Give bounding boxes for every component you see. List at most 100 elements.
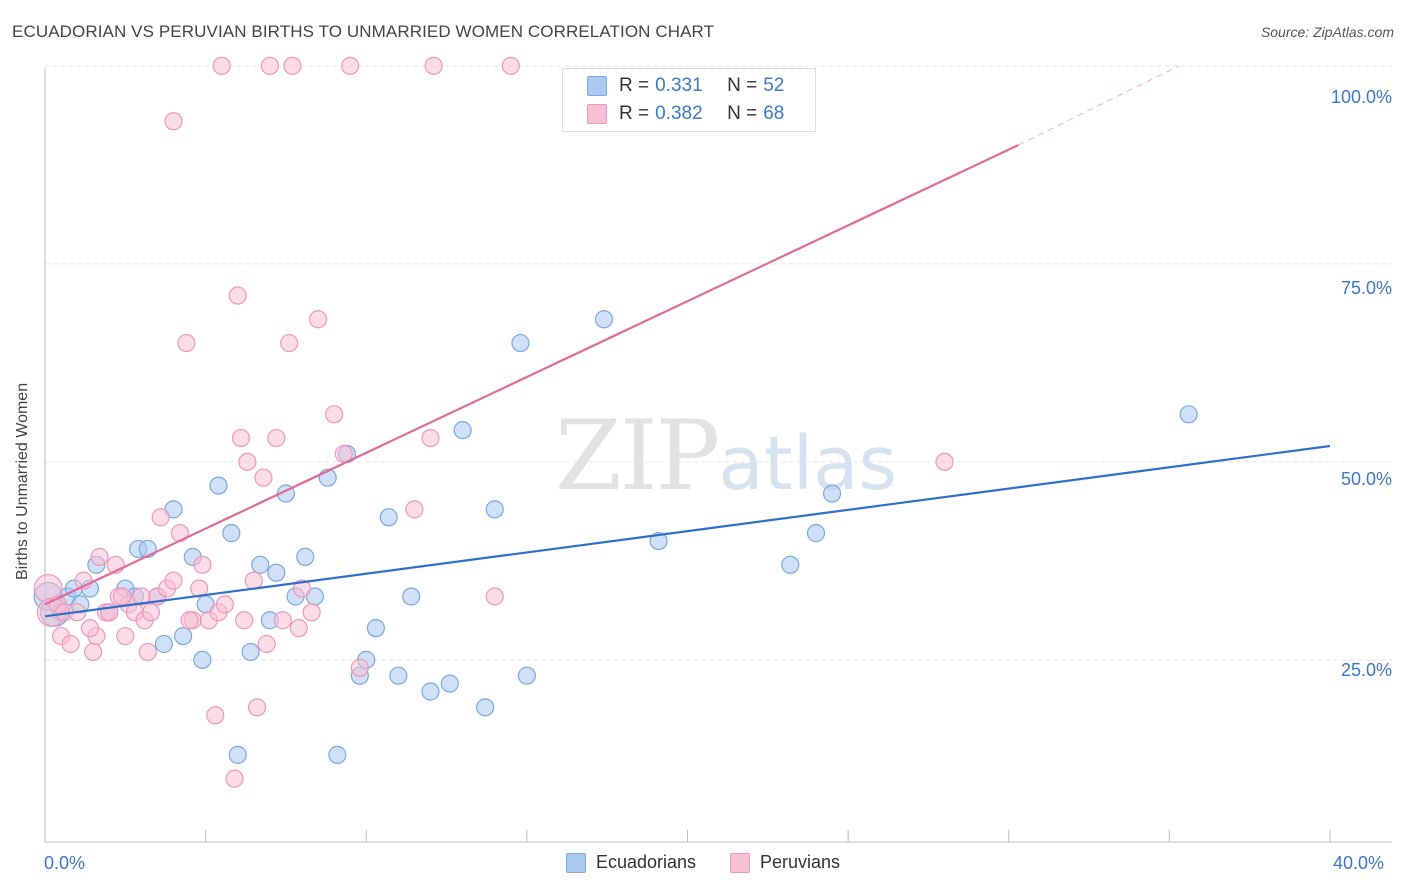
peruvian-point [235, 611, 254, 630]
peruvian-swatch [730, 852, 751, 873]
ecuadorian-point [228, 745, 247, 764]
peruvian-point [164, 112, 183, 131]
ecuadorian-point [594, 310, 614, 329]
ecuadorian-point [379, 508, 398, 527]
peruvian-trend-extension [1018, 65, 1180, 146]
legend-row-ecuadorians: R = 0.331 N = 52 [587, 75, 784, 97]
n-label: N = [727, 75, 758, 96]
ecuadorian-point [421, 682, 440, 701]
y-tick-label-50: 50.0% [1340, 469, 1392, 489]
peruvian-point [212, 56, 231, 75]
peruvian-point [341, 56, 360, 75]
peruvian-swatch [587, 104, 607, 124]
ecuadorian-point [154, 634, 173, 654]
peruvian-point [151, 508, 170, 527]
peruvian-point [308, 310, 328, 329]
peruvian-point [501, 56, 520, 75]
correlation-legend: R = 0.331 N = 52 R = 0.382 N = 68 [562, 68, 816, 132]
peruvian-point [302, 603, 321, 622]
peruvian-point [238, 452, 257, 471]
x-tick-label-min: 0.0% [44, 853, 86, 873]
n-value: 52 [763, 75, 785, 96]
legend-item-peruvians: Peruvians [730, 852, 840, 873]
peruvian-point [289, 619, 308, 638]
legend-item-ecuadorians: Ecuadorians [565, 852, 697, 873]
ecuadorian-swatch [565, 852, 586, 873]
peruvian-point [180, 611, 199, 630]
y-tick-label-25: 25.0% [1340, 660, 1392, 680]
legend-label-peruvians: Peruvians [760, 852, 841, 872]
peruvian-point [141, 603, 161, 622]
peruvian-point [325, 405, 344, 424]
ecuadorian-point [402, 587, 421, 606]
ecuadorian-trend-line [44, 444, 1331, 618]
ecuadorian-point [440, 674, 459, 693]
peruvian-point [273, 611, 292, 630]
r-label: R = [619, 103, 650, 124]
y-tick-label-75: 75.0% [1340, 278, 1392, 298]
watermark-atlas: atlas [718, 421, 898, 507]
peruvian-point [177, 333, 196, 353]
peruvian-point [935, 452, 954, 471]
r-label: R = [619, 75, 650, 96]
peruvian-point [350, 658, 369, 677]
peruvian-point [61, 634, 80, 654]
series-legend: Ecuadorians Peruvians [0, 852, 1406, 873]
y-tick-label-100: 100.0% [1330, 87, 1392, 107]
ecuadorian-swatch [587, 76, 607, 96]
peruvian-point [225, 769, 244, 788]
legend-label-ecuadorians: Ecuadorians [595, 852, 697, 872]
n-label: N = [727, 103, 758, 124]
chart-title: ECUADORIAN VS PERUVIAN BIRTHS TO UNMARRI… [12, 22, 715, 41]
peruvian-point [424, 56, 443, 75]
ecuadorian-point [806, 524, 826, 543]
peruvian-point [80, 619, 100, 638]
watermark-zip: ZIP [555, 400, 720, 512]
ecuadorian-point [511, 333, 530, 353]
peruvian-point [244, 571, 263, 590]
ecuadorian-point [251, 555, 270, 574]
peruvian-point [164, 571, 183, 590]
peruvian-point [267, 428, 286, 448]
ecuadorian-point [781, 555, 800, 574]
peruvian-point [231, 428, 251, 448]
peruvian-point [215, 595, 234, 614]
peruvian-point [405, 500, 424, 519]
peruvian-point [193, 555, 212, 574]
r-value: 0.382 [655, 103, 703, 124]
ecuadorian-point [209, 476, 228, 495]
ecuadorian-point [174, 626, 193, 646]
ecuadorian-point [222, 524, 241, 543]
peruvian-point [90, 547, 109, 566]
peruvian-point [247, 698, 267, 717]
peruvian-point [206, 706, 225, 725]
peruvian-point [257, 634, 276, 654]
ecuadorian-point [296, 547, 315, 566]
ecuadorian-point [476, 698, 495, 717]
r-value: 0.331 [655, 75, 703, 96]
legend-row-peruvians: R = 0.382 N = 68 [587, 103, 784, 125]
peruvian-point [292, 579, 312, 598]
peruvian-point [116, 626, 135, 646]
ecuadorian-point [453, 421, 472, 440]
ecuadorian-point [241, 642, 260, 662]
peruvian-point [254, 468, 273, 487]
peruvian-point [138, 642, 157, 662]
ecuadorian-point [193, 650, 212, 669]
peruvian-point [112, 587, 132, 606]
ecuadorian-point [389, 666, 408, 685]
n-value: 68 [763, 103, 785, 124]
peruvian-point [485, 587, 504, 606]
peruvian-point [280, 333, 299, 353]
x-tick-label-max: 40.0% [1333, 853, 1385, 873]
ecuadorian-point [366, 619, 385, 638]
peruvian-point [421, 428, 440, 448]
peruvian-point [228, 286, 247, 305]
watermark: ZIPatlas [555, 400, 897, 512]
ecuadorian-point [649, 531, 668, 551]
peruvian-trend-line [44, 144, 1019, 606]
ecuadorian-point [517, 666, 536, 685]
ecuadorian-point [1179, 405, 1198, 424]
ecuadorian-point [822, 484, 842, 503]
